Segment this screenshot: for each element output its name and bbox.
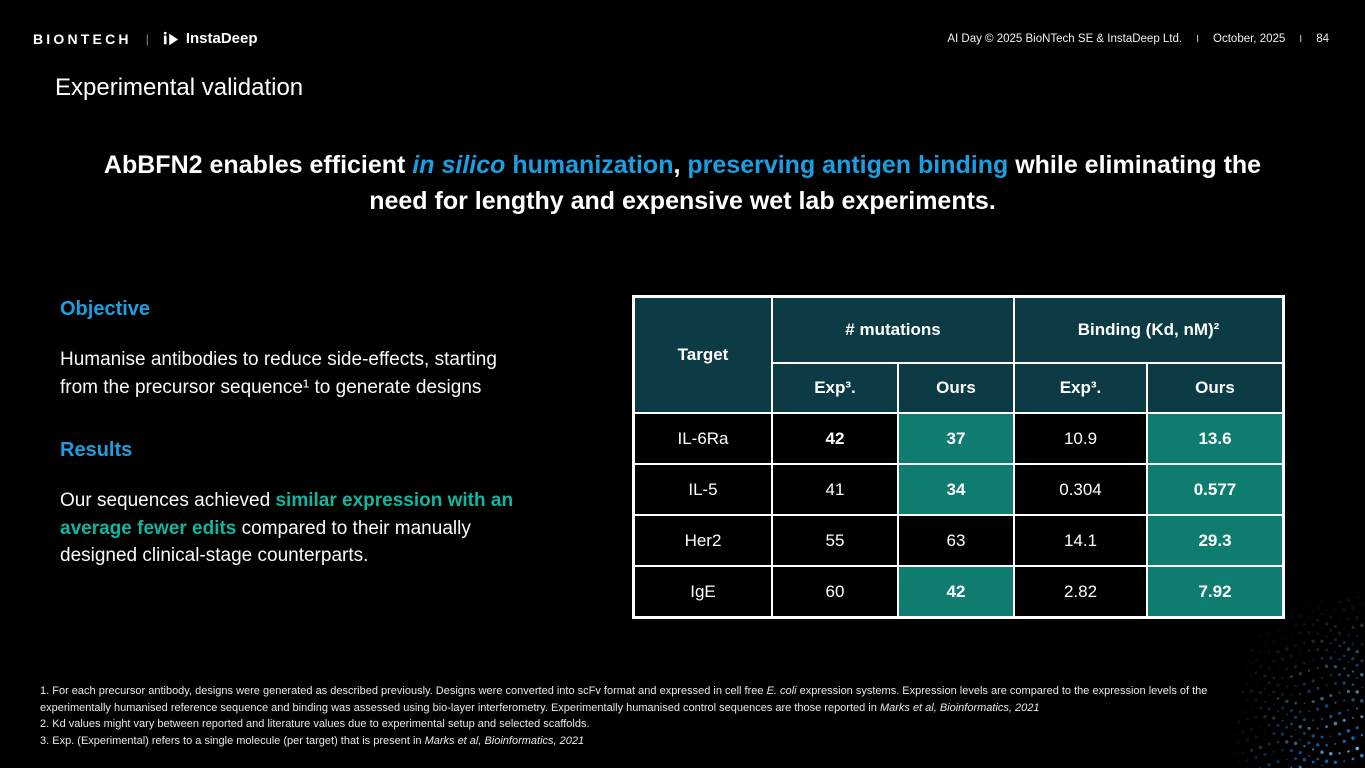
target-cell: IgE [632,565,773,619]
page-number: 84 [1316,32,1329,45]
value-cell: 7.92 [1146,565,1285,619]
logo-divider: | [145,31,149,46]
slide-meta: AI Day © 2025 BioNTech SE & InstaDeep Lt… [947,33,1329,45]
value-cell: 10.9 [1013,412,1148,465]
footnote-3: 3. Exp. (Experimental) refers to a singl… [40,734,585,747]
results-table-body: IL-6Ra 42 37 10.9 13.6 IL-5 41 34 0.304 0.577 Her2… [632,412,1285,619]
target-cell: Her2 [632,514,773,567]
table-header-group-row: Target # mutations Binding (Kd, nM)² [632,295,1285,414]
table-row: Her2 55 63 14.1 29.3 [632,514,1285,567]
table-row: IL-5 41 34 0.304 0.577 [632,463,1285,516]
top-bar: BIONTECH | InstaDeep AI Day © 2025 BioNT… [33,30,1329,47]
instadeep-play-icon [163,31,179,47]
objective-text: Humanise antibodies to reduce side-effec… [60,349,497,398]
objective-heading: Objective [60,298,151,320]
left-column: Objective Humanise antibodies to reduce … [60,298,515,608]
instadeep-wordmark: InstaDeep [185,30,258,47]
subheader-ours-mutations: Ours [897,362,1015,414]
value-cell: 42 [771,412,899,465]
value-cell: 0.304 [1013,463,1148,516]
meta-divider: I [1196,32,1200,45]
value-cell: 0.577 [1146,463,1285,516]
value-cell: 42 [897,565,1015,619]
header-binding-group: Binding (Kd, nM)² [1013,295,1285,364]
results-heading: Results [60,439,133,462]
logo-group: BIONTECH | InstaDeep [33,30,258,47]
value-cell: 34 [897,463,1015,516]
meta-date: October, 2025 [1213,32,1286,45]
meta-copyright: AI Day © 2025 BioNTech SE & InstaDeep Lt… [947,32,1183,45]
meta-divider: I [1299,32,1303,45]
subheader-exp-mutations: Exp³. [771,362,899,414]
target-cell: IL-5 [632,463,773,516]
subheader-ours-binding: Ours [1146,362,1285,414]
results-text: Our sequences achieved similar expressio… [60,490,514,567]
table-header-sub-row: Exp³. Ours Exp³. Ours [634,362,1285,414]
value-cell: 37 [897,412,1015,465]
results-table: Target # mutations Binding (Kd, nM)² Exp… [632,295,1285,619]
footnote-2: 2. Kd values might vary between reported… [40,718,590,730]
value-cell: 2.82 [1013,565,1148,619]
header-target: Target [632,295,773,414]
table-row: IL-6Ra 42 37 10.9 13.6 [632,412,1285,465]
slide-title: Experimental validation [55,74,304,101]
instadeep-logo: InstaDeep [163,30,258,47]
headline: AbBFN2 enables efficient in silico human… [103,151,1262,215]
value-cell: 13.6 [1146,412,1285,465]
value-cell: 55 [771,514,899,567]
target-cell: IL-6Ra [632,412,773,465]
footnotes: 1. For each precursor antibody, designs … [40,683,1275,749]
value-cell: 14.1 [1013,514,1148,567]
biontech-logo: BIONTECH [33,30,132,47]
footnote-1: 1. For each precursor antibody, designs … [40,685,1208,714]
value-cell: 63 [897,514,1015,567]
table-row: IgE 60 42 2.82 7.92 [632,565,1285,619]
value-cell: 29.3 [1146,514,1285,567]
subheader-exp-binding: Exp³. [1013,362,1148,414]
value-cell: 60 [771,565,899,619]
value-cell: 41 [771,463,899,516]
header-mutations-group: # mutations [771,295,1015,364]
